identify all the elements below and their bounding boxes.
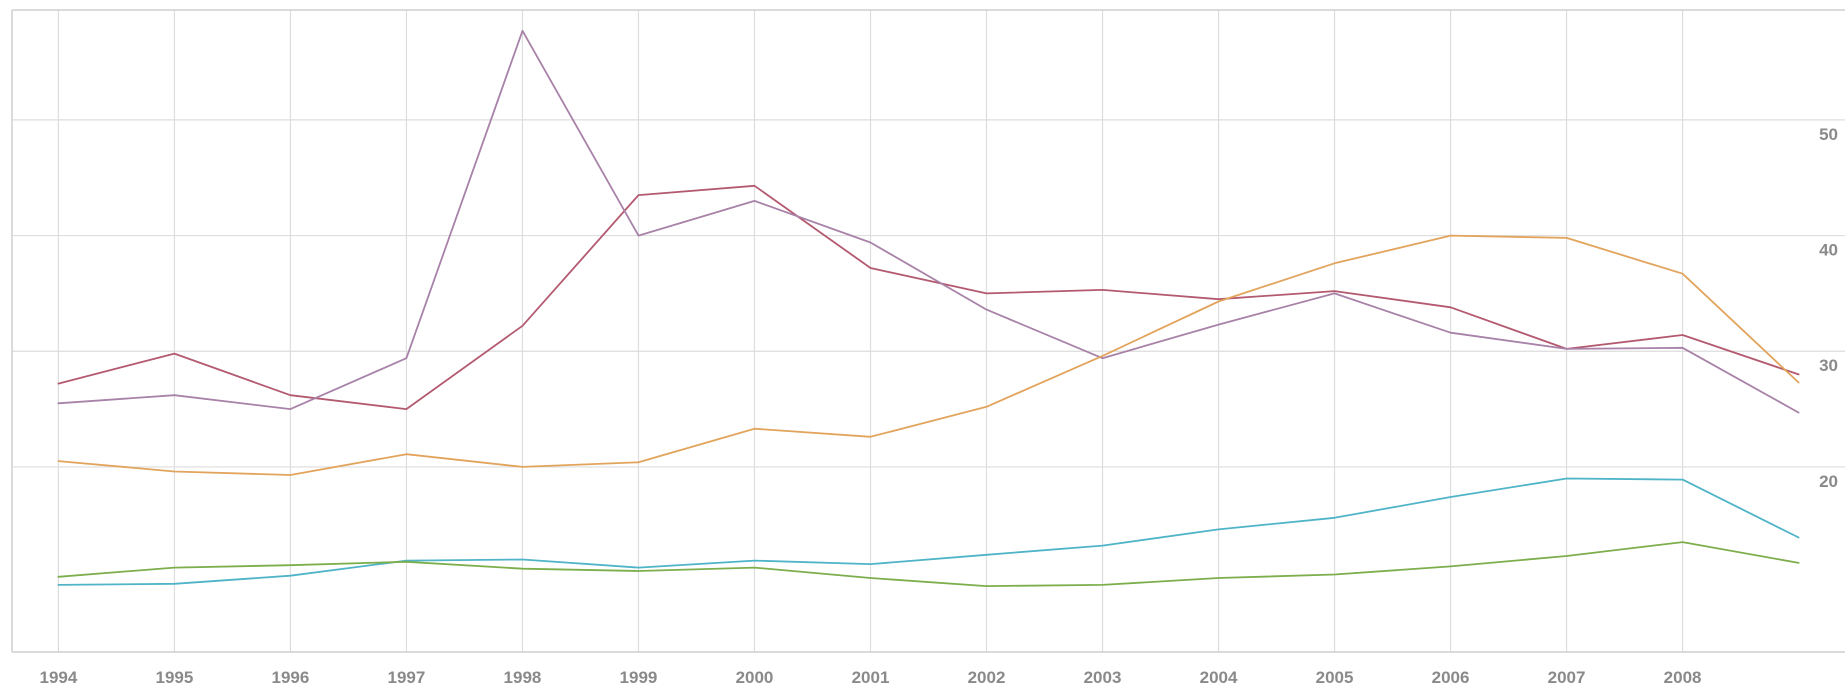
- series-line-3: [58, 236, 1798, 475]
- y-tick-label-40: 40: [1819, 241, 1838, 260]
- y-tick-label-30: 30: [1819, 356, 1838, 375]
- x-tick-label-1999: 1999: [620, 668, 658, 687]
- x-tick-label-2002: 2002: [968, 668, 1006, 687]
- x-tick-label-2006: 2006: [1432, 668, 1470, 687]
- x-tick-label-1996: 1996: [272, 668, 310, 687]
- x-tick-label-1998: 1998: [504, 668, 542, 687]
- x-axis-tick-labels: 1994 1995 1996 1997 1998 1999 2000 2001 2002 2003…: [39, 668, 1701, 687]
- x-tick-label-2004: 2004: [1200, 668, 1238, 687]
- y-tick-label-20: 20: [1819, 472, 1838, 491]
- x-tick-label-2007: 2007: [1548, 668, 1586, 687]
- x-tick-label-1994: 1994: [39, 668, 77, 687]
- x-tick-label-2005: 2005: [1316, 668, 1354, 687]
- series-layer: [58, 31, 1798, 586]
- x-tick-label-1995: 1995: [156, 668, 194, 687]
- x-tick-label-1997: 1997: [388, 668, 426, 687]
- series-line-2: [58, 31, 1798, 413]
- series-line-4: [58, 479, 1798, 585]
- vertical-gridlines: [58, 10, 1682, 652]
- x-tick-label-2008: 2008: [1664, 668, 1702, 687]
- y-tick-label-50: 50: [1819, 125, 1838, 144]
- series-line-1: [58, 186, 1798, 409]
- x-tick-label-2000: 2000: [736, 668, 774, 687]
- horizontal-gridlines: [12, 120, 1845, 467]
- x-tick-label-2001: 2001: [852, 668, 890, 687]
- y-axis-tick-labels: 50 40 30 20: [1819, 125, 1838, 491]
- series-line-5: [58, 542, 1798, 586]
- x-tick-label-2003: 2003: [1084, 668, 1122, 687]
